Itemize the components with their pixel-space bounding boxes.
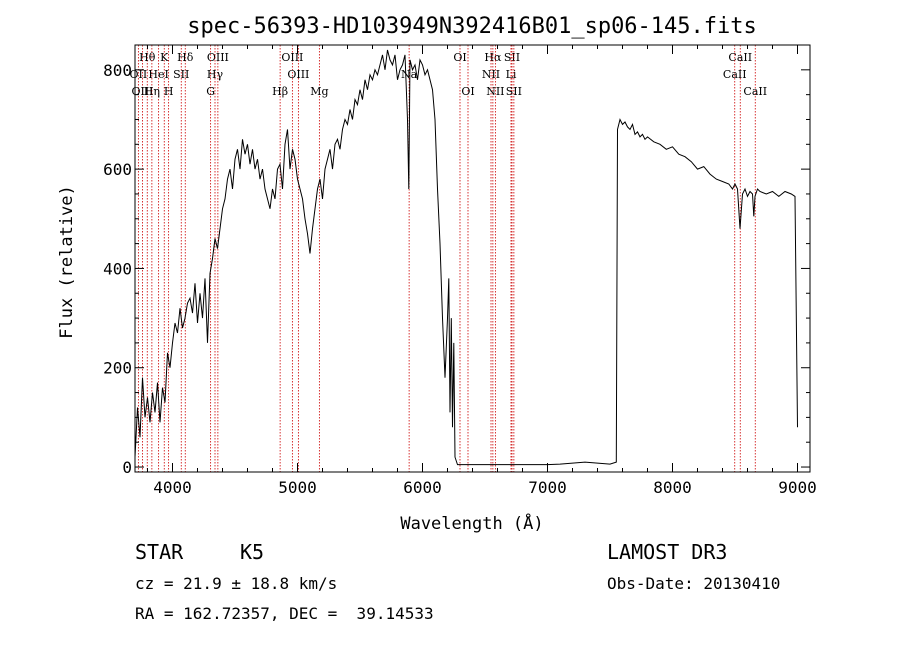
spectral-line-label: SII: [504, 51, 520, 64]
y-tick-label: 800: [103, 61, 132, 80]
spectral-line-label: Hβ: [272, 85, 288, 98]
y-axis-label: Flux (relative): [57, 185, 77, 339]
x-tick-label: 8000: [653, 478, 692, 497]
spectral-line-label: OIII: [207, 51, 229, 64]
observation-date: Obs-Date: 20130410: [607, 574, 781, 593]
spectral-line-label: Li: [506, 68, 517, 81]
spectral-line-label: Hγ: [207, 68, 224, 81]
y-tick-label: 600: [103, 160, 132, 179]
redshift-velocity: cz = 21.9 ± 18.8 km/s: [135, 574, 338, 593]
chart-title: spec-56393-HD103949N392416B01_sp06-145.f…: [187, 14, 757, 39]
y-tick-label: 200: [103, 359, 132, 378]
spectral-line-label: G: [206, 85, 215, 98]
spectral-line-label: Hθ: [139, 51, 156, 64]
spectral-line-label: SII: [506, 85, 522, 98]
x-axis-label: Wavelength (Å): [400, 512, 543, 534]
spectral-line-label: SII: [173, 68, 189, 81]
spectral-line-label: Hα: [484, 51, 502, 64]
x-tick-label: 6000: [403, 478, 442, 497]
spectral-line-label: Hδ: [177, 51, 194, 64]
y-tick-label: 400: [103, 259, 132, 278]
ra-dec-coordinates: RA = 162.72357, DEC = 39.14533: [135, 604, 434, 623]
spectral-line-label: CaII: [743, 85, 767, 98]
spectral-line-label: K: [160, 51, 169, 64]
spectral-line-label: HeI: [148, 68, 168, 81]
survey-name: LAMOST DR3: [607, 540, 728, 564]
spectral-line-label: H: [164, 85, 174, 98]
spectral-line-label: OI: [453, 51, 466, 64]
spectral-line-label: Mg: [310, 85, 328, 98]
spectral-line-label: NII: [486, 85, 504, 98]
x-tick-label: 5000: [278, 478, 317, 497]
spectral-line-label: OII: [130, 68, 148, 81]
x-tick-label: 7000: [528, 478, 567, 497]
series-layer: [134, 49, 798, 466]
spectral-line-label: NII: [482, 68, 500, 81]
x-tick-label: 4000: [153, 478, 192, 497]
ticks-layer: 4000 5000 6000 7000 8000 9000 0 200 400 600 800: [103, 45, 817, 497]
plot-frame: [134, 44, 811, 473]
spectral-line-label: OI: [461, 85, 474, 98]
object-subclass: K5: [240, 540, 265, 564]
spectral-line-label: OIII: [287, 68, 309, 81]
object-class: STAR: [135, 540, 184, 564]
x-tick-label: 9000: [778, 478, 817, 497]
spectrum-series-line: [134, 49, 798, 466]
spectral-line-label: Hη: [144, 85, 160, 98]
spectral-line-label: OIII: [281, 51, 303, 64]
spectral-line-label: CaII: [728, 51, 752, 64]
y-tick-label: 0: [122, 458, 132, 477]
spectral-line-label: CaII: [723, 68, 747, 81]
